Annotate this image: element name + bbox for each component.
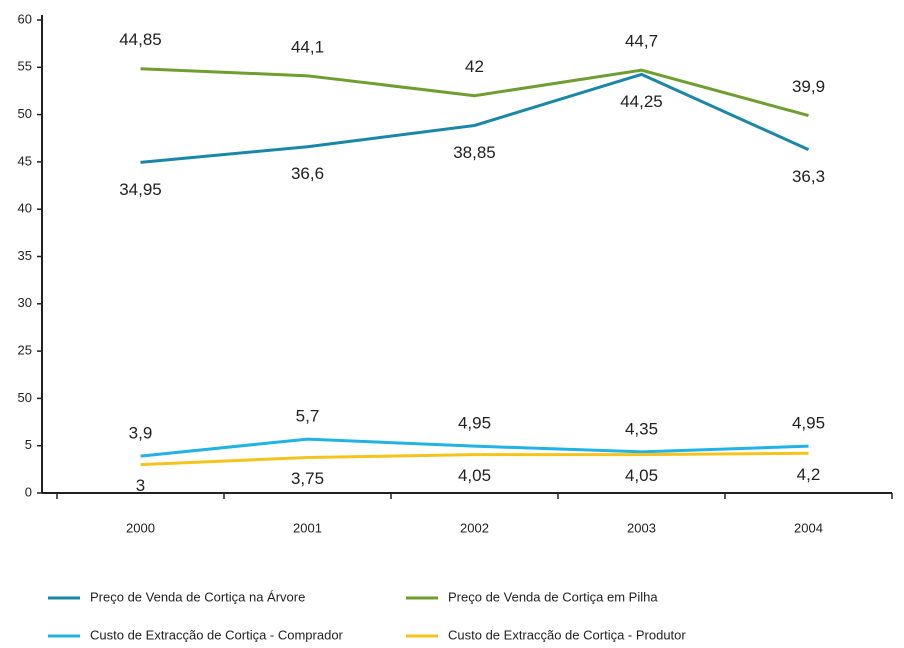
y-tick-label: 50 [18, 390, 32, 405]
series-line [140, 72, 810, 164]
data-label: 3 [136, 476, 145, 495]
y-tick-label: 45 [18, 153, 32, 168]
data-label: 44,25 [620, 92, 663, 111]
legend-label: Preço de Venda de Cortiça em Pilha [448, 589, 658, 604]
series-line [140, 451, 809, 467]
data-label: 38,85 [453, 143, 496, 162]
y-tick-label: 5 [25, 437, 32, 452]
y-tick-label: 0 [25, 484, 32, 499]
data-label: 3,9 [129, 424, 153, 443]
data-label: 36,3 [792, 167, 825, 186]
data-label: 4,2 [797, 465, 821, 484]
data-label: 4,05 [625, 466, 658, 485]
data-label: 39,9 [792, 77, 825, 96]
x-tick-label: 2004 [794, 520, 823, 535]
y-tick-label: 55 [18, 59, 32, 74]
data-label: 3,75 [291, 469, 324, 488]
data-label: 4,95 [458, 414, 491, 433]
legend-label: Custo de Extracção de Cortiça - Comprado… [90, 627, 344, 642]
y-tick-label: 40 [18, 201, 32, 216]
data-label: 36,6 [291, 164, 324, 183]
x-tick-label: 2003 [627, 520, 656, 535]
data-label: 5,7 [296, 407, 320, 426]
legend-label: Custo de Extracção de Cortiça - Produtor [448, 627, 686, 642]
x-tick-label: 2001 [293, 520, 322, 535]
data-label: 44,85 [119, 30, 162, 49]
data-label: 42 [465, 57, 484, 76]
series-line [140, 67, 809, 117]
y-tick-label: 35 [18, 248, 32, 263]
y-tick-label: 25 [18, 343, 32, 358]
data-label: 4,35 [625, 419, 658, 438]
series-line [140, 437, 809, 458]
y-tick-label: 60 [18, 11, 32, 26]
legend-label: Preço de Venda de Cortiça na Árvore [90, 589, 305, 604]
y-tick-label: 30 [18, 295, 32, 310]
data-label: 34,95 [119, 180, 162, 199]
x-tick-label: 2002 [460, 520, 489, 535]
data-label: 44,7 [625, 32, 658, 51]
data-label: 44,1 [291, 37, 324, 56]
data-label: 4,05 [458, 466, 491, 485]
y-tick-label: 50 [18, 106, 32, 121]
data-label: 4,95 [792, 414, 825, 433]
x-tick-label: 2000 [126, 520, 155, 535]
